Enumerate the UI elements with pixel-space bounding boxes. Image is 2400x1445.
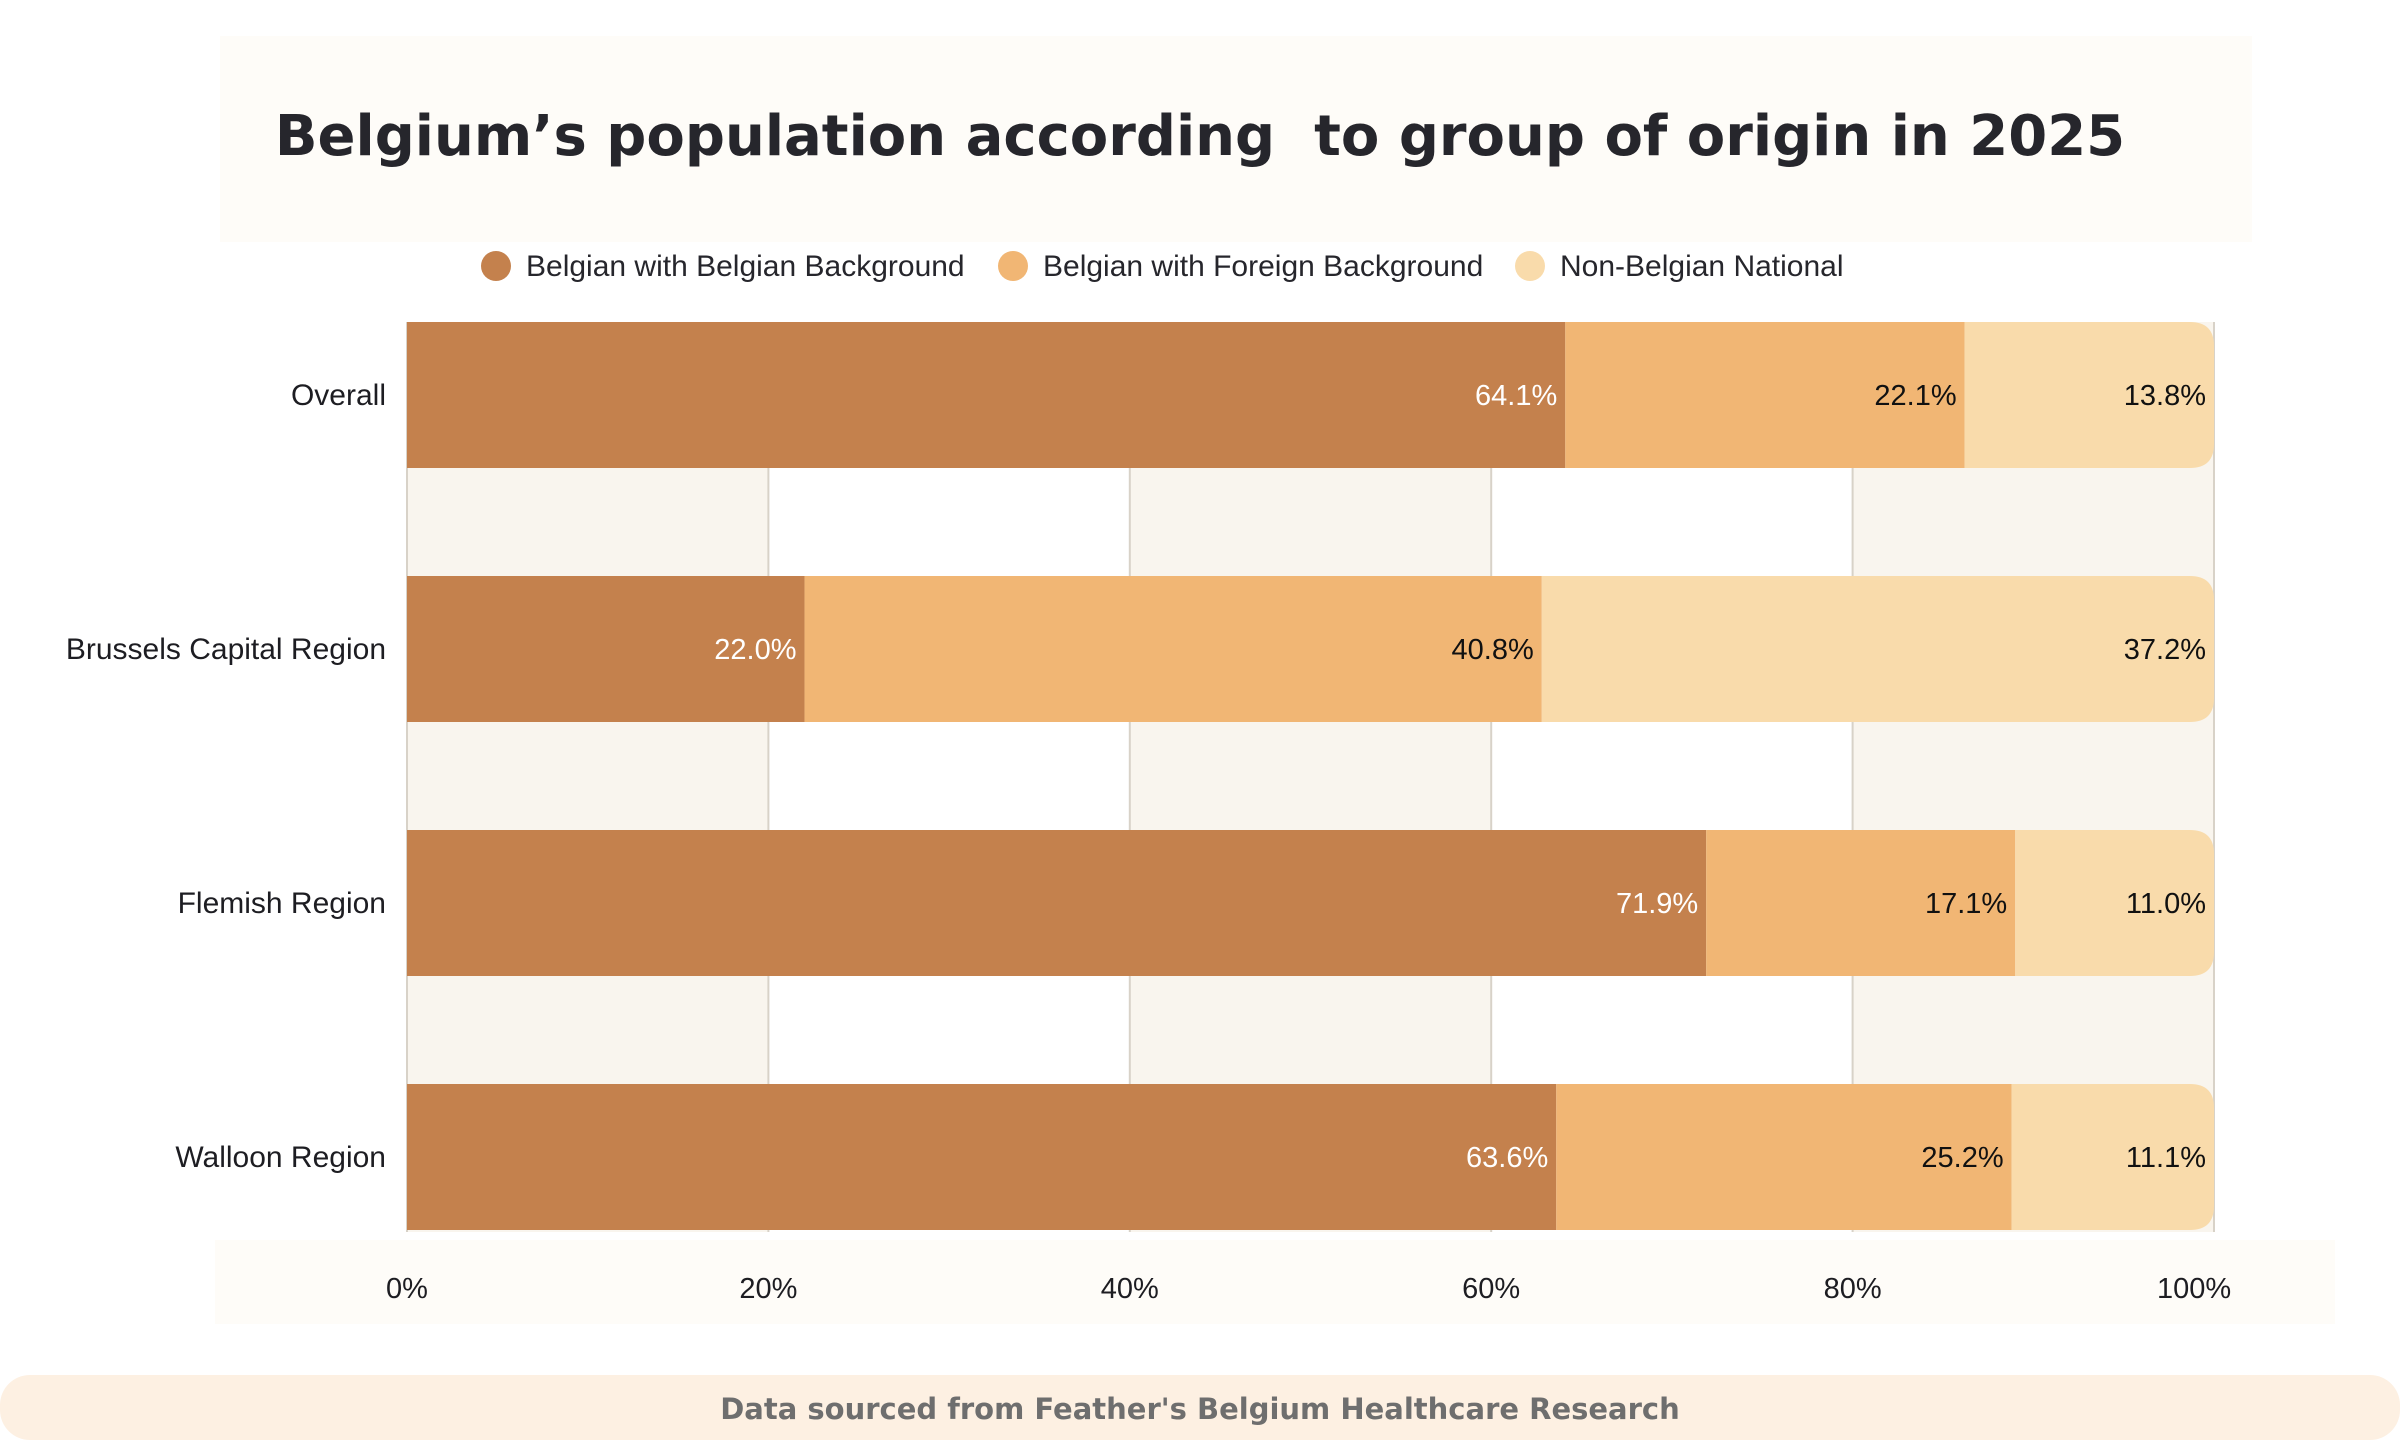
plot-bands (407, 322, 2214, 1232)
bar-segment (1541, 576, 2214, 722)
x-tick-label: 0% (386, 1273, 428, 1305)
legend-label: Belgian with Belgian Background (526, 250, 965, 283)
legend: Belgian with Belgian Background Belgian w… (481, 250, 1844, 283)
data-label: 71.9% (1616, 888, 1698, 920)
data-label: 37.2% (2124, 634, 2206, 666)
x-tick-label: 40% (1101, 1273, 1159, 1305)
data-label: 13.8% (2124, 380, 2206, 412)
gridlines (406, 322, 2215, 1232)
plot-band (1852, 322, 2214, 1232)
footer-source-text: Data sourced from Feather's Belgium Heal… (720, 1392, 1680, 1426)
data-label: 25.2% (1921, 1142, 2003, 1174)
bar-segment (407, 1084, 1557, 1230)
bar-segment (1556, 1084, 2012, 1230)
plot-band (407, 322, 769, 1232)
data-label: 22.0% (714, 634, 796, 666)
x-tick-label: 80% (1824, 1273, 1882, 1305)
data-label: 11.0% (2126, 888, 2206, 920)
legend-label: Belgian with Foreign Background (1043, 250, 1483, 283)
legend-label: Non-Belgian National (1560, 250, 1844, 283)
title-panel (220, 36, 1255, 242)
data-label: 64.1% (1475, 380, 1557, 412)
bar-segment (1706, 830, 2016, 976)
bar-segment (2011, 1084, 2214, 1230)
plot-band (768, 322, 1130, 1232)
data-label: 17.1% (1925, 888, 2007, 920)
plot-band (1129, 322, 1492, 1232)
data-label: 63.6% (1466, 1142, 1548, 1174)
legend-swatch (1515, 251, 1545, 281)
category-label: Flemish Region (178, 887, 386, 920)
legend-swatch (998, 251, 1028, 281)
bars (407, 322, 2214, 1230)
footer-bar (0, 1375, 2400, 1440)
chart-title: Belgium’s population according to group … (275, 104, 2125, 169)
plot-band (1491, 322, 1853, 1232)
category-label: Brussels Capital Region (66, 633, 386, 666)
value-labels: 64.1% 22.1% 13.8% 22.0% 40.8% 37.2% 71.9% 17.1%… (714, 380, 2206, 1174)
data-label: 11.1% (2126, 1142, 2206, 1174)
data-label: 40.8% (1452, 634, 1534, 666)
bar-segment (407, 322, 1566, 468)
bar-segment (1565, 322, 1965, 468)
x-tick-label: 20% (739, 1273, 797, 1305)
axis-panel (215, 1240, 2335, 1324)
category-labels: Overall Brussels Capital Region Flemish Re… (66, 379, 386, 1174)
bar-segment (407, 576, 805, 722)
x-tick-label: 60% (1462, 1273, 1520, 1305)
x-axis-tick-labels: 0% 20% 40% 60% 80% 100% (386, 1273, 2231, 1305)
title-panel-right (1255, 36, 2252, 242)
bar-segment (804, 576, 1542, 722)
legend-swatch (481, 251, 511, 281)
data-label: 22.1% (1874, 380, 1956, 412)
category-label: Walloon Region (175, 1141, 386, 1174)
x-tick-label: 100% (2157, 1273, 2231, 1305)
bar-segment (407, 830, 1707, 976)
category-label: Overall (291, 379, 386, 412)
bar-segment (2015, 830, 2214, 976)
bar-segment (1964, 322, 2214, 468)
